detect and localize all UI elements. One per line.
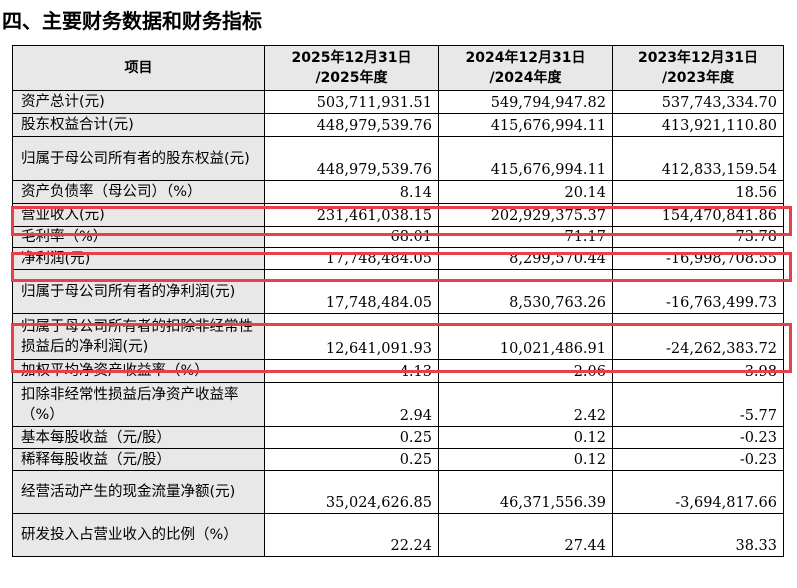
row-label: 归属于母公司所有者的股东权益(元) [12,136,265,181]
row-label: 归属于母公司所有者的净利润(元) [12,269,265,314]
row-value-2023: -5.77 [612,382,784,427]
table-row: 加权平均净资产收益率（%） 4.13 2.06 -3.98 [12,359,784,383]
section-title: 四、主要财务数据和财务指标 [2,9,262,33]
row-value-2024: 8,530,763.26 [438,269,613,314]
header-item: 项目 [12,45,265,91]
table-row: 扣除非经常性损益后净资产收益率（%） 2.94 2.42 -5.77 [12,382,784,427]
row-value-2023: 73.78 [612,226,784,248]
row-value-2024: 10,021,486.91 [438,313,613,360]
row-value-2024: 46,371,556.39 [438,470,613,514]
row-value-2023: -24,262,383.72 [612,313,784,360]
row-value-2025: 0.25 [264,448,439,471]
row-value-2024: 415,676,994.11 [438,136,613,181]
table-row: 股东权益合计(元) 448,979,539.76 415,676,994.11 413… [12,113,784,137]
row-value-2025: 68.01 [264,226,439,248]
row-label: 加权平均净资产收益率（%） [12,359,265,383]
table-row: 资产总计(元) 503,711,931.51 549,794,947.82 537,7… [12,90,784,114]
row-value-2023: -16,763,499.73 [612,269,784,314]
row-value-2025: 12,641,091.93 [264,313,439,360]
financial-data-table: 项目 2025年12月31日 /2025年度 2024年12月31日 /2024… [12,45,784,557]
row-value-2025: 22.24 [264,513,439,557]
row-value-2024: 202,929,375.37 [438,203,613,227]
header-2025: 2025年12月31日 /2025年度 [264,45,439,91]
row-label: 扣除非经常性损益后净资产收益率（%） [12,382,265,427]
row-value-2024: 415,676,994.11 [438,113,613,137]
row-value-2025: 17,748,484.05 [264,269,439,314]
header-2023: 2023年12月31日 /2023年度 [612,45,784,91]
row-value-2024: 2.42 [438,382,613,427]
row-value-2025: 2.94 [264,382,439,427]
row-value-2023: -3,694,817.66 [612,470,784,514]
row-label: 净利润(元) [12,247,265,270]
table-row: 归属于母公司所有者的股东权益(元) 448,979,539.76 415,676,9… [12,136,784,181]
row-value-2025: 448,979,539.76 [264,113,439,137]
row-value-2025: 231,461,038.15 [264,203,439,227]
row-label: 股东权益合计(元) [12,113,265,137]
row-value-2024: 8,299,570.44 [438,247,613,270]
row-value-2023: -16,998,708.55 [612,247,784,270]
row-value-2024: 0.12 [438,426,613,449]
table-row: 基本每股收益（元/股） 0.25 0.12 -0.23 [12,426,784,449]
row-value-2025: 0.25 [264,426,439,449]
row-label: 毛利率（%） [12,226,265,248]
row-label: 基本每股收益（元/股） [12,426,265,449]
table-row: 毛利率（%） 68.01 71.17 73.78 [12,226,784,248]
row-value-2024: 71.17 [438,226,613,248]
table-row: 营业收入(元) 231,461,038.15 202,929,375.37 154,4… [12,203,784,227]
table-row: 归属于母公司所有者的净利润(元) 17,748,484.05 8,530,763.2… [12,269,784,314]
row-value-2024: 549,794,947.82 [438,90,613,114]
row-value-2024: 0.12 [438,448,613,471]
row-value-2024: 20.14 [438,180,613,204]
row-label: 资产总计(元) [12,90,265,114]
header-2024: 2024年12月31日 /2024年度 [438,45,613,91]
table-row: 稀释每股收益（元/股） 0.25 0.12 -0.23 [12,448,784,471]
table-row: 研发投入占营业收入的比例（%） 22.24 27.44 38.33 [12,513,784,557]
row-label: 营业收入(元) [12,203,265,227]
row-value-2023: -3.98 [612,359,784,383]
row-value-2024: 27.44 [438,513,613,557]
row-value-2025: 4.13 [264,359,439,383]
row-value-2023: 38.33 [612,513,784,557]
table-row: 经营活动产生的现金流量净额(元) 35,024,626.85 46,371,556.… [12,470,784,514]
row-value-2023: 154,470,841.86 [612,203,784,227]
row-label: 归属于母公司所有者的扣除非经常性损益后的净利润(元) [12,313,265,360]
row-value-2023: -0.23 [612,426,784,449]
row-value-2023: -0.23 [612,448,784,471]
table-row: 归属于母公司所有者的扣除非经常性损益后的净利润(元) 12,641,091.93 1… [12,313,784,360]
row-value-2025: 17,748,484.05 [264,247,439,270]
row-value-2023: 412,833,159.54 [612,136,784,181]
row-value-2025: 448,979,539.76 [264,136,439,181]
table-row: 资产负债率（母公司）（%） 8.14 20.14 18.56 [12,180,784,204]
row-value-2023: 18.56 [612,180,784,204]
row-value-2025: 503,711,931.51 [264,90,439,114]
row-label: 资产负债率（母公司）（%） [12,180,265,204]
table-header-row: 项目 2025年12月31日 /2025年度 2024年12月31日 /2024… [12,45,784,91]
row-label: 研发投入占营业收入的比例（%） [12,513,265,557]
row-label: 经营活动产生的现金流量净额(元) [12,470,265,514]
row-value-2024: 2.06 [438,359,613,383]
row-value-2023: 413,921,110.80 [612,113,784,137]
row-value-2025: 8.14 [264,180,439,204]
row-value-2025: 35,024,626.85 [264,470,439,514]
row-label: 稀释每股收益（元/股） [12,448,265,471]
row-value-2023: 537,743,334.70 [612,90,784,114]
table-row: 净利润(元) 17,748,484.05 8,299,570.44 -16,998,7… [12,247,784,270]
